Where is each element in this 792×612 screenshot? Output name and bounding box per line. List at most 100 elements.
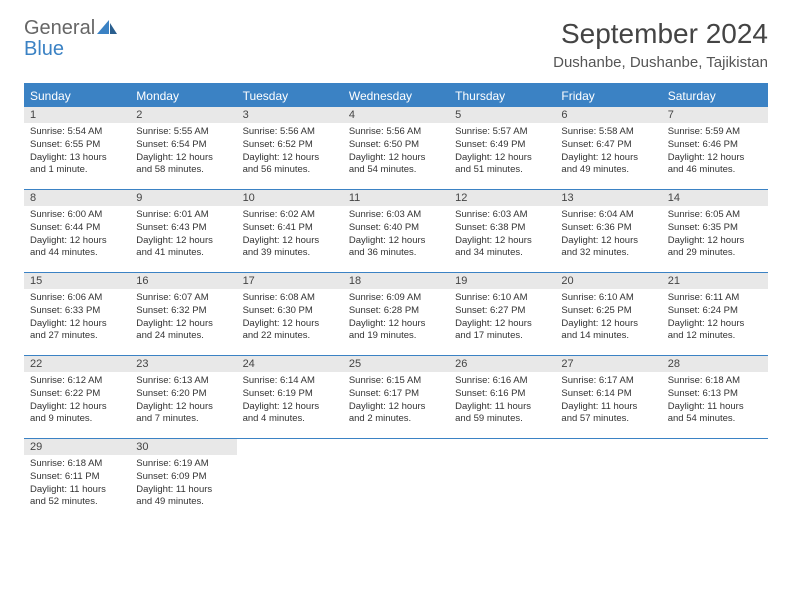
day-number: 25 [343,356,449,372]
day-details: Sunrise: 6:00 AMSunset: 6:44 PMDaylight:… [24,206,130,266]
day-number: 13 [555,190,661,206]
day-details: Sunrise: 6:07 AMSunset: 6:32 PMDaylight:… [130,289,236,349]
day-number: 5 [449,107,555,123]
day-number: 24 [237,356,343,372]
day-details: Sunrise: 6:18 AMSunset: 6:13 PMDaylight:… [662,372,768,432]
calendar-cell: 13Sunrise: 6:04 AMSunset: 6:36 PMDayligh… [555,190,661,272]
month-title: September 2024 [553,18,768,50]
calendar-cell: 7Sunrise: 5:59 AMSunset: 6:46 PMDaylight… [662,107,768,189]
calendar-cell [237,439,343,521]
day-details: Sunrise: 6:06 AMSunset: 6:33 PMDaylight:… [24,289,130,349]
day-details: Sunrise: 6:13 AMSunset: 6:20 PMDaylight:… [130,372,236,432]
calendar: SundayMondayTuesdayWednesdayThursdayFrid… [24,83,768,521]
weekday-thursday: Thursday [449,85,555,107]
calendar-cell [555,439,661,521]
day-details: Sunrise: 5:56 AMSunset: 6:50 PMDaylight:… [343,123,449,183]
calendar-cell: 17Sunrise: 6:08 AMSunset: 6:30 PMDayligh… [237,273,343,355]
day-details: Sunrise: 6:12 AMSunset: 6:22 PMDaylight:… [24,372,130,432]
calendar-cell: 23Sunrise: 6:13 AMSunset: 6:20 PMDayligh… [130,356,236,438]
calendar-week: 22Sunrise: 6:12 AMSunset: 6:22 PMDayligh… [24,356,768,439]
weekday-tuesday: Tuesday [237,85,343,107]
day-number: 4 [343,107,449,123]
calendar-cell: 24Sunrise: 6:14 AMSunset: 6:19 PMDayligh… [237,356,343,438]
page-header: General Blue September 2024 Dushanbe, Du… [24,18,768,71]
calendar-cell: 21Sunrise: 6:11 AMSunset: 6:24 PMDayligh… [662,273,768,355]
day-number: 2 [130,107,236,123]
calendar-cell: 4Sunrise: 5:56 AMSunset: 6:50 PMDaylight… [343,107,449,189]
calendar-cell: 10Sunrise: 6:02 AMSunset: 6:41 PMDayligh… [237,190,343,272]
calendar-cell [662,439,768,521]
day-number: 16 [130,273,236,289]
calendar-cell: 26Sunrise: 6:16 AMSunset: 6:16 PMDayligh… [449,356,555,438]
calendar-cell: 5Sunrise: 5:57 AMSunset: 6:49 PMDaylight… [449,107,555,189]
calendar-cell: 27Sunrise: 6:17 AMSunset: 6:14 PMDayligh… [555,356,661,438]
day-number: 29 [24,439,130,455]
weekday-friday: Friday [555,85,661,107]
calendar-cell: 29Sunrise: 6:18 AMSunset: 6:11 PMDayligh… [24,439,130,521]
calendar-week: 15Sunrise: 6:06 AMSunset: 6:33 PMDayligh… [24,273,768,356]
calendar-week: 8Sunrise: 6:00 AMSunset: 6:44 PMDaylight… [24,190,768,273]
day-number: 27 [555,356,661,372]
day-number: 1 [24,107,130,123]
day-number: 9 [130,190,236,206]
day-number: 14 [662,190,768,206]
day-number: 26 [449,356,555,372]
day-details: Sunrise: 6:02 AMSunset: 6:41 PMDaylight:… [237,206,343,266]
day-details: Sunrise: 6:08 AMSunset: 6:30 PMDaylight:… [237,289,343,349]
calendar-cell: 19Sunrise: 6:10 AMSunset: 6:27 PMDayligh… [449,273,555,355]
logo-sail-icon [97,20,117,34]
day-details: Sunrise: 6:11 AMSunset: 6:24 PMDaylight:… [662,289,768,349]
weekday-monday: Monday [130,85,236,107]
calendar-cell: 3Sunrise: 5:56 AMSunset: 6:52 PMDaylight… [237,107,343,189]
day-number: 15 [24,273,130,289]
day-details: Sunrise: 5:54 AMSunset: 6:55 PMDaylight:… [24,123,130,183]
title-block: September 2024 Dushanbe, Dushanbe, Tajik… [553,18,768,71]
day-number: 8 [24,190,130,206]
calendar-cell: 18Sunrise: 6:09 AMSunset: 6:28 PMDayligh… [343,273,449,355]
calendar-cell: 28Sunrise: 6:18 AMSunset: 6:13 PMDayligh… [662,356,768,438]
calendar-cell: 20Sunrise: 6:10 AMSunset: 6:25 PMDayligh… [555,273,661,355]
day-number: 23 [130,356,236,372]
calendar-cell: 12Sunrise: 6:03 AMSunset: 6:38 PMDayligh… [449,190,555,272]
day-details: Sunrise: 6:17 AMSunset: 6:14 PMDaylight:… [555,372,661,432]
day-number: 7 [662,107,768,123]
day-details: Sunrise: 5:57 AMSunset: 6:49 PMDaylight:… [449,123,555,183]
day-number: 18 [343,273,449,289]
location: Dushanbe, Dushanbe, Tajikistan [553,54,768,71]
day-number: 19 [449,273,555,289]
day-details: Sunrise: 5:59 AMSunset: 6:46 PMDaylight:… [662,123,768,183]
day-details: Sunrise: 6:04 AMSunset: 6:36 PMDaylight:… [555,206,661,266]
calendar-cell: 14Sunrise: 6:05 AMSunset: 6:35 PMDayligh… [662,190,768,272]
day-details: Sunrise: 6:15 AMSunset: 6:17 PMDaylight:… [343,372,449,432]
day-details: Sunrise: 5:56 AMSunset: 6:52 PMDaylight:… [237,123,343,183]
calendar-cell: 1Sunrise: 5:54 AMSunset: 6:55 PMDaylight… [24,107,130,189]
day-number: 10 [237,190,343,206]
calendar-cell: 16Sunrise: 6:07 AMSunset: 6:32 PMDayligh… [130,273,236,355]
day-number: 11 [343,190,449,206]
day-details: Sunrise: 6:03 AMSunset: 6:38 PMDaylight:… [449,206,555,266]
day-details: Sunrise: 6:14 AMSunset: 6:19 PMDaylight:… [237,372,343,432]
day-details: Sunrise: 5:55 AMSunset: 6:54 PMDaylight:… [130,123,236,183]
day-number: 12 [449,190,555,206]
day-number: 22 [24,356,130,372]
calendar-cell: 2Sunrise: 5:55 AMSunset: 6:54 PMDaylight… [130,107,236,189]
calendar-cell: 6Sunrise: 5:58 AMSunset: 6:47 PMDaylight… [555,107,661,189]
day-number: 30 [130,439,236,455]
day-details: Sunrise: 6:10 AMSunset: 6:25 PMDaylight:… [555,289,661,349]
day-number: 17 [237,273,343,289]
day-number: 6 [555,107,661,123]
day-details: Sunrise: 6:19 AMSunset: 6:09 PMDaylight:… [130,455,236,515]
day-details: Sunrise: 5:58 AMSunset: 6:47 PMDaylight:… [555,123,661,183]
day-details: Sunrise: 6:01 AMSunset: 6:43 PMDaylight:… [130,206,236,266]
weekday-wednesday: Wednesday [343,85,449,107]
calendar-cell: 8Sunrise: 6:00 AMSunset: 6:44 PMDaylight… [24,190,130,272]
logo-text-2: Blue [24,38,64,60]
calendar-cell: 25Sunrise: 6:15 AMSunset: 6:17 PMDayligh… [343,356,449,438]
day-number: 3 [237,107,343,123]
day-number: 28 [662,356,768,372]
calendar-cell [449,439,555,521]
day-details: Sunrise: 6:09 AMSunset: 6:28 PMDaylight:… [343,289,449,349]
calendar-week: 29Sunrise: 6:18 AMSunset: 6:11 PMDayligh… [24,439,768,521]
day-details: Sunrise: 6:10 AMSunset: 6:27 PMDaylight:… [449,289,555,349]
day-details: Sunrise: 6:05 AMSunset: 6:35 PMDaylight:… [662,206,768,266]
